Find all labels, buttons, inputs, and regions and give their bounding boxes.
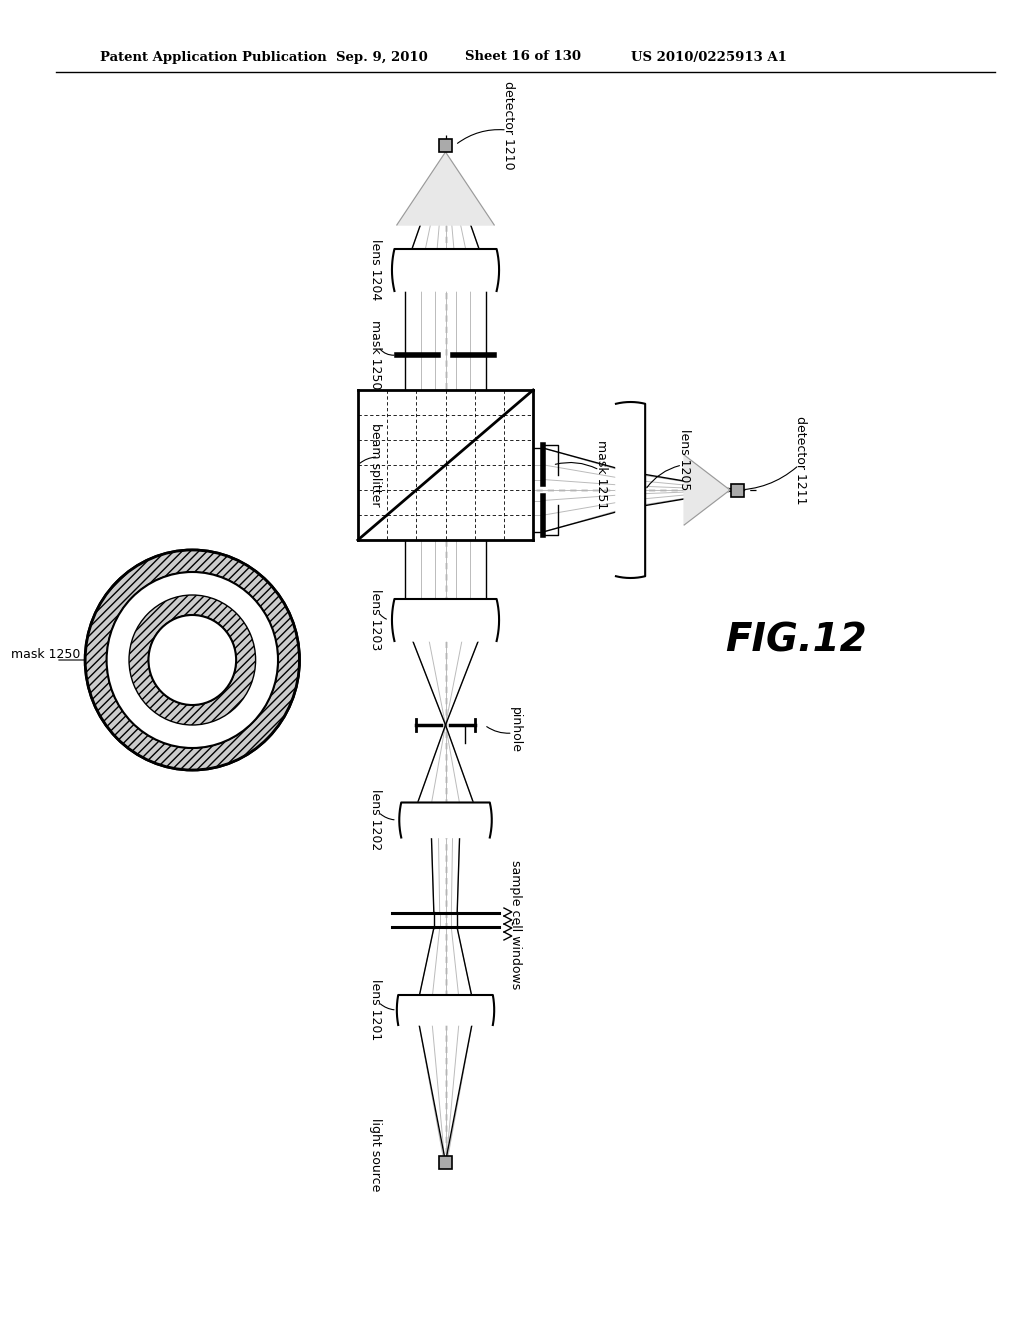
Text: mask 1250: mask 1250 (369, 321, 382, 389)
Polygon shape (399, 803, 492, 837)
Text: mask 1250: mask 1250 (11, 648, 80, 661)
Text: detector 1211: detector 1211 (795, 416, 808, 504)
Text: detector 1210: detector 1210 (503, 81, 515, 169)
Polygon shape (397, 995, 495, 1026)
Polygon shape (392, 599, 499, 642)
Text: US 2010/0225913 A1: US 2010/0225913 A1 (631, 50, 786, 63)
Polygon shape (616, 403, 645, 578)
Text: lens 1203: lens 1203 (369, 589, 382, 651)
Text: mask 1251: mask 1251 (595, 441, 608, 510)
Bar (731, 483, 744, 496)
Bar (439, 1155, 452, 1168)
Wedge shape (85, 550, 299, 770)
Wedge shape (129, 595, 256, 725)
Circle shape (85, 550, 299, 770)
Text: beam splitter: beam splitter (369, 424, 382, 507)
Text: pinhole: pinhole (509, 708, 522, 752)
Text: Sheet 16 of 130: Sheet 16 of 130 (466, 50, 582, 63)
Polygon shape (392, 249, 499, 290)
Bar (357, 389, 534, 540)
Polygon shape (397, 152, 495, 224)
Text: sample cell windows: sample cell windows (509, 861, 522, 990)
Circle shape (106, 572, 278, 748)
Text: FIG.12: FIG.12 (725, 620, 867, 659)
Text: lens 1202: lens 1202 (369, 789, 382, 850)
Polygon shape (684, 455, 730, 525)
Text: lens 1205: lens 1205 (678, 429, 690, 491)
Text: Sep. 9, 2010: Sep. 9, 2010 (336, 50, 428, 63)
Circle shape (148, 615, 237, 705)
Text: light source: light source (369, 1118, 382, 1192)
Bar (439, 139, 452, 152)
Text: Patent Application Publication: Patent Application Publication (99, 50, 327, 63)
Text: lens 1204: lens 1204 (369, 239, 382, 301)
Text: lens 1201: lens 1201 (369, 979, 382, 1040)
